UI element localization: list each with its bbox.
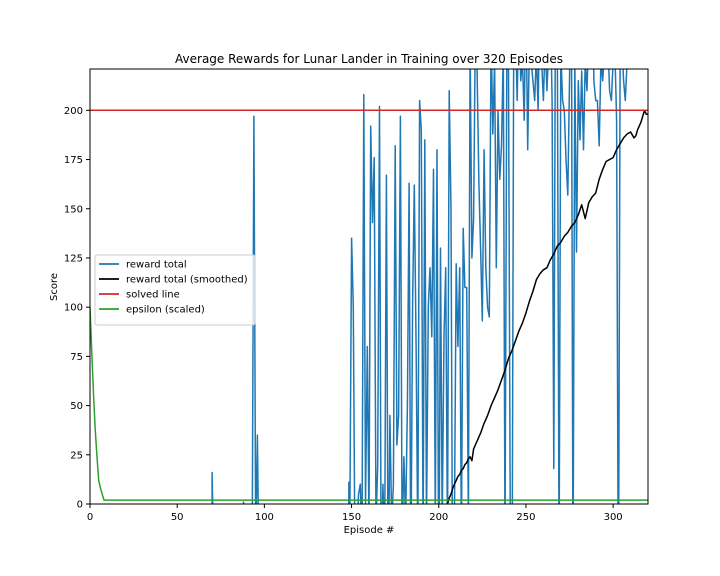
y-axis-label: Score [49, 273, 60, 301]
legend-label-reward-total-smoothed: reward total (smoothed) [126, 275, 248, 286]
x-tick-label: 200 [429, 512, 448, 523]
series-line-reward-total [211, 69, 628, 504]
y-axis: 0 25 50 75 100 125 150 175 200 [64, 106, 90, 511]
y-tick-label: 100 [64, 303, 83, 314]
x-tick-label: 0 [87, 512, 93, 523]
x-axis: 0 50 100 150 200 250 300 [87, 504, 623, 523]
plot-frame [89, 68, 649, 505]
x-tick-label: 150 [342, 512, 361, 523]
legend-label-solved-line: solved line [126, 290, 180, 301]
y-tick-label: 200 [64, 106, 83, 117]
y-tick-label: 0 [77, 500, 83, 511]
legend-label-epsilon-scaled: epsilon (scaled) [126, 305, 205, 316]
chart-title: Average Rewards for Lunar Lander in Trai… [175, 52, 563, 66]
x-tick-label: 300 [604, 512, 623, 523]
y-tick-label: 175 [64, 155, 83, 166]
x-tick-label: 100 [255, 512, 274, 523]
legend-label-reward-total: reward total [126, 260, 187, 271]
y-tick-label: 125 [64, 253, 83, 264]
legend-box [94, 254, 256, 326]
x-axis-label: Episode # [344, 525, 395, 536]
series-line-reward-total-smoothed [446, 109, 648, 504]
y-tick-label: 25 [70, 450, 83, 461]
series-layer [90, 69, 648, 504]
y-tick-label: 75 [70, 352, 83, 363]
y-tick-label: 50 [70, 401, 83, 412]
x-tick-label: 250 [516, 512, 535, 523]
series-line-epsilon-scaled [90, 307, 648, 501]
x-tick-label: 50 [171, 512, 184, 523]
y-tick-label: 150 [64, 204, 83, 215]
legend: reward total reward total (smoothed) solve… [94, 254, 256, 326]
